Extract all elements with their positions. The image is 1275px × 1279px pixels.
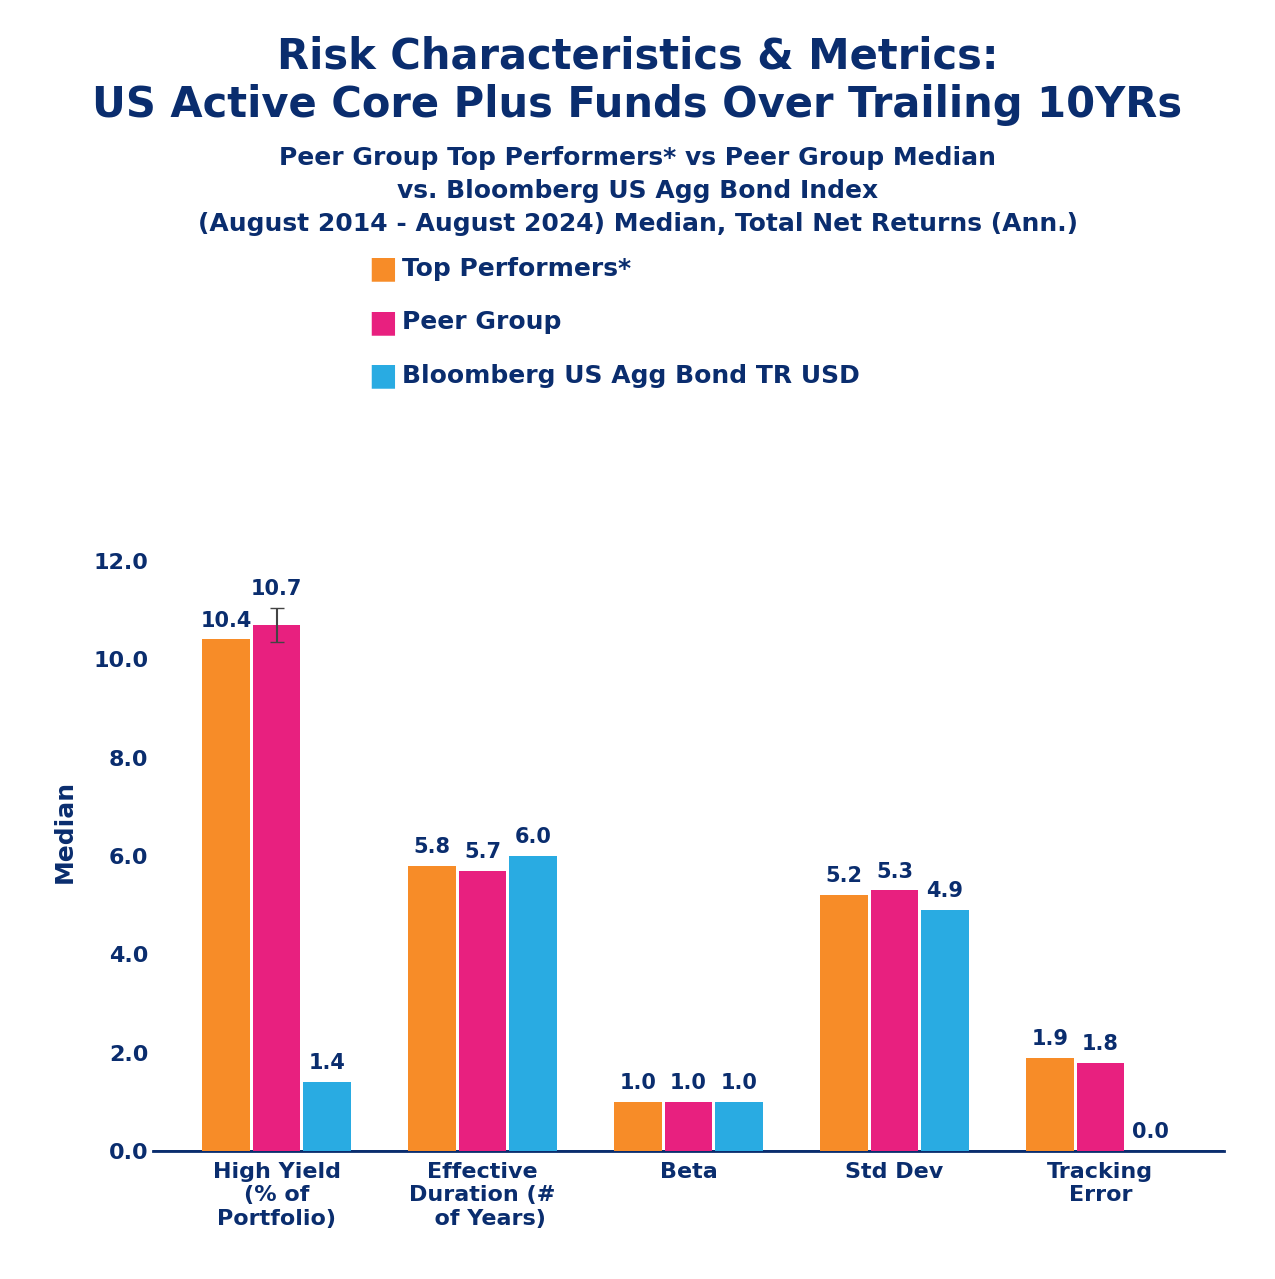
Text: 1.0: 1.0 <box>620 1073 657 1094</box>
Text: 6.0: 6.0 <box>515 828 551 847</box>
Text: 1.0: 1.0 <box>720 1073 757 1094</box>
Text: vs. Bloomberg US Agg Bond Index: vs. Bloomberg US Agg Bond Index <box>397 179 878 203</box>
Text: US Active Core Plus Funds Over Trailing 10YRs: US Active Core Plus Funds Over Trailing … <box>92 84 1183 127</box>
Bar <box>615 1102 662 1151</box>
Bar <box>509 856 557 1151</box>
Text: 1.8: 1.8 <box>1082 1033 1119 1054</box>
Text: (August 2014 - August 2024) Median, Total Net Returns (Ann.): (August 2014 - August 2024) Median, Tota… <box>198 212 1077 237</box>
Text: 5.8: 5.8 <box>413 836 450 857</box>
Text: 1.4: 1.4 <box>309 1054 346 1073</box>
Text: ■: ■ <box>368 308 397 336</box>
Bar <box>871 890 918 1151</box>
Bar <box>203 640 250 1151</box>
Y-axis label: Median: Median <box>52 780 76 883</box>
Text: ■: ■ <box>368 362 397 390</box>
Text: 0.0: 0.0 <box>1132 1122 1169 1142</box>
Bar <box>459 871 506 1151</box>
Bar <box>820 895 868 1151</box>
Text: 5.7: 5.7 <box>464 842 501 862</box>
Text: 10.7: 10.7 <box>251 578 302 599</box>
Text: 4.9: 4.9 <box>927 881 964 902</box>
Text: Peer Group: Peer Group <box>402 311 561 334</box>
Text: Bloomberg US Agg Bond TR USD: Bloomberg US Agg Bond TR USD <box>402 365 859 388</box>
Text: Top Performers*: Top Performers* <box>402 257 631 280</box>
Text: 1.0: 1.0 <box>671 1073 706 1094</box>
Text: 5.2: 5.2 <box>825 866 862 886</box>
Text: Peer Group Top Performers* vs Peer Group Median: Peer Group Top Performers* vs Peer Group… <box>279 146 996 170</box>
Text: 10.4: 10.4 <box>200 610 251 631</box>
Bar <box>303 1082 351 1151</box>
Bar <box>715 1102 762 1151</box>
Text: ■: ■ <box>368 255 397 283</box>
Bar <box>1026 1058 1074 1151</box>
Text: 5.3: 5.3 <box>876 862 913 881</box>
Bar <box>922 911 969 1151</box>
Text: 1.9: 1.9 <box>1031 1028 1068 1049</box>
Bar <box>664 1102 713 1151</box>
Bar <box>1077 1063 1125 1151</box>
Bar <box>252 624 301 1151</box>
Text: Risk Characteristics & Metrics:: Risk Characteristics & Metrics: <box>277 36 998 78</box>
Bar <box>408 866 455 1151</box>
